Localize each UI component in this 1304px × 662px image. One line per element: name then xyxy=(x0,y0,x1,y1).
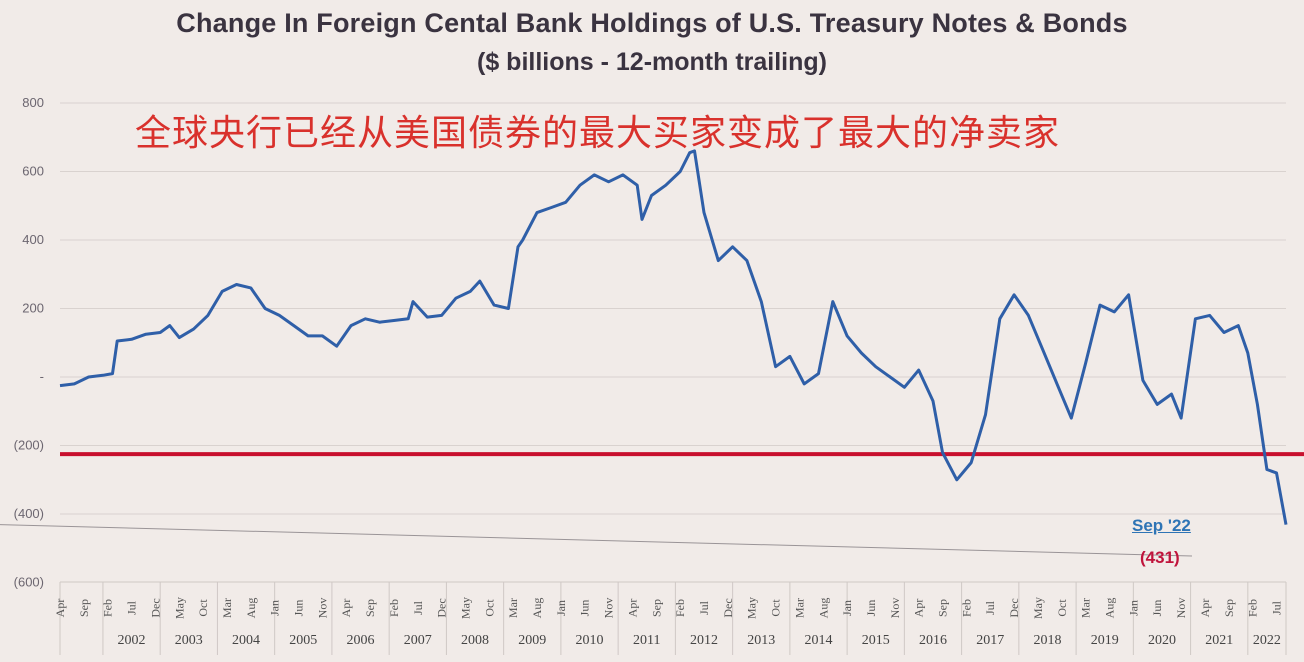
year-label: 2004 xyxy=(232,633,260,648)
y-tick-label: 200 xyxy=(22,301,44,316)
month-tick-label: Sep xyxy=(77,599,91,617)
month-tick-label: Mar xyxy=(220,598,234,618)
year-label: 2020 xyxy=(1148,633,1176,648)
month-tick-label: Jun xyxy=(292,600,306,617)
callout-leader-line xyxy=(0,524,1193,557)
month-tick-label: May xyxy=(745,597,759,619)
month-tick-label: Sep xyxy=(1222,599,1236,617)
month-tick-label: Jan xyxy=(840,600,854,616)
month-tick-label: Sep xyxy=(649,599,663,617)
year-label: 2008 xyxy=(461,633,489,648)
month-tick-label: Dec xyxy=(721,598,735,617)
x-axis: 2002 2003 2004 2005 2006 2007 2008 2009 2010 2011… xyxy=(53,581,1287,655)
month-tick-label: Apr xyxy=(1198,599,1212,618)
month-tick-label: Dec xyxy=(148,598,162,617)
month-tick-label: Jun xyxy=(1150,600,1164,617)
y-axis-labels: 800 600 400 200 - (200) (400) (600) xyxy=(14,95,44,590)
year-label: 2017 xyxy=(976,633,1004,648)
y-tick-label: 600 xyxy=(22,164,44,179)
y-tick-label: - xyxy=(40,369,44,384)
month-tick-label: Nov xyxy=(315,598,329,619)
month-tick-label: Aug xyxy=(816,598,830,619)
month-tick-label: Jul xyxy=(125,600,139,615)
month-tick-label: Jan xyxy=(1126,600,1140,616)
y-tick-label: (200) xyxy=(14,438,44,453)
month-tick-label: Mar xyxy=(792,598,806,618)
y-tick-label: 400 xyxy=(22,232,44,247)
year-label: 2002 xyxy=(118,633,146,648)
month-tick-label: Oct xyxy=(1055,599,1069,617)
month-tick-label: Oct xyxy=(196,599,210,617)
month-tick-label: Jan xyxy=(268,600,282,616)
year-label: 2019 xyxy=(1091,633,1119,648)
year-label: 2022 xyxy=(1253,633,1281,648)
month-tick-label: Nov xyxy=(602,598,616,619)
callout-date-label: Sep '22 xyxy=(1132,516,1191,535)
month-tick-label: Apr xyxy=(625,599,639,618)
year-label: 2015 xyxy=(862,633,890,648)
month-tick-label: Dec xyxy=(435,598,449,617)
month-tick-label: Feb xyxy=(387,599,401,617)
month-tick-label: Aug xyxy=(530,598,544,619)
month-tick-label: Mar xyxy=(506,598,520,618)
chart-subtitle: ($ billions - 12-month trailing) xyxy=(477,48,827,76)
month-tick-label: Apr xyxy=(912,599,926,618)
month-tick-label: May xyxy=(458,597,472,619)
year-label: 2011 xyxy=(633,633,660,648)
month-tick-label: Jul xyxy=(697,600,711,615)
gridlines xyxy=(60,102,1286,515)
year-label: 2003 xyxy=(175,633,203,648)
month-tick-label: Jul xyxy=(411,600,425,615)
month-tick-label: Jul xyxy=(983,600,997,615)
month-tick-label: Aug xyxy=(244,598,258,619)
month-tick-label: Jul xyxy=(1269,600,1283,615)
month-tick-label: Dec xyxy=(1007,598,1021,617)
month-tick-label: Sep xyxy=(936,599,950,617)
month-tick-label: Jan xyxy=(554,600,568,616)
month-tick-label: Apr xyxy=(339,599,353,618)
month-tick-label: Aug xyxy=(1102,598,1116,619)
year-label: 2005 xyxy=(289,633,317,648)
year-label: 2006 xyxy=(347,633,375,648)
year-label: 2009 xyxy=(518,633,546,648)
callout-value-label: (431) xyxy=(1140,548,1180,567)
year-label: 2012 xyxy=(690,633,718,648)
y-tick-label: 800 xyxy=(22,95,44,110)
month-tick-label: Apr xyxy=(53,599,67,618)
month-tick-label: Nov xyxy=(888,598,902,619)
month-tick-label: Sep xyxy=(363,599,377,617)
year-label: 2016 xyxy=(919,633,947,648)
chinese-annotation: 全球央行已经从美国债券的最大买家变成了最大的净卖家 xyxy=(135,113,1061,154)
month-tick-label: Feb xyxy=(1246,599,1260,617)
year-label: 2013 xyxy=(747,633,775,648)
month-tick-label: Oct xyxy=(482,599,496,617)
y-tick-label: (400) xyxy=(14,506,44,521)
month-tick-label: Feb xyxy=(101,599,115,617)
year-label: 2010 xyxy=(576,633,604,648)
year-label: 2018 xyxy=(1033,633,1061,648)
month-tick-label: Mar xyxy=(1079,598,1093,618)
month-tick-label: Feb xyxy=(673,599,687,617)
month-tick-label: Jun xyxy=(864,600,878,617)
month-tick-label: Nov xyxy=(1174,598,1188,619)
chart-title: Change In Foreign Cental Bank Holdings o… xyxy=(176,8,1128,38)
data-series-line xyxy=(59,149,1288,525)
month-tick-label: Jun xyxy=(578,600,592,617)
month-tick-label: May xyxy=(1031,597,1045,619)
year-label: 2007 xyxy=(404,633,432,648)
year-label: 2014 xyxy=(804,633,832,648)
month-tick-label: May xyxy=(172,597,186,619)
month-tick-label: Oct xyxy=(769,599,783,617)
year-label: 2021 xyxy=(1205,633,1233,648)
y-tick-label: (600) xyxy=(14,575,44,590)
month-tick-label: Feb xyxy=(959,599,973,617)
